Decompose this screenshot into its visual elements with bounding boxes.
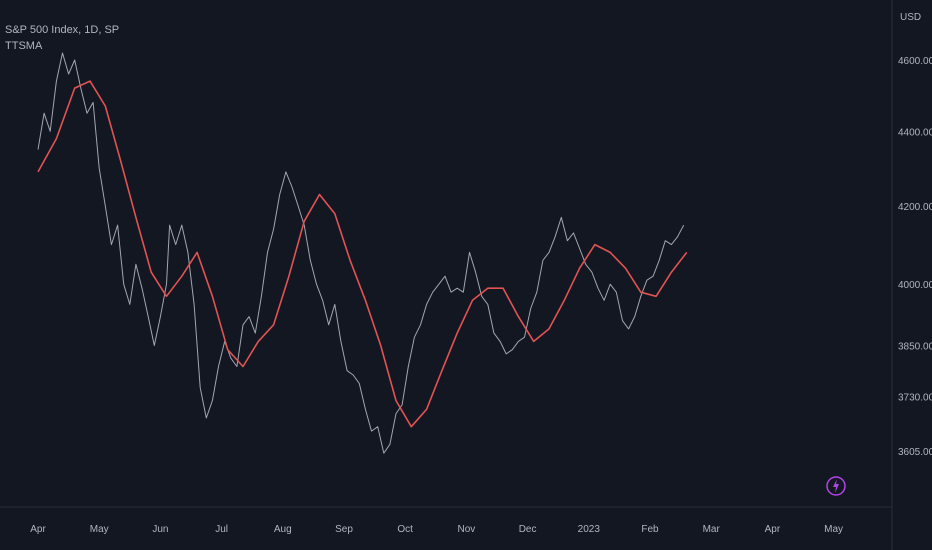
y-tick-label: 4600.00 [898, 56, 932, 67]
y-tick-label: 4400.00 [898, 127, 932, 138]
y-tick-label: 4200.00 [898, 202, 932, 213]
x-tick-label: Nov [458, 524, 476, 535]
x-tick-label: May [824, 524, 843, 535]
x-axis: Apr May Jun Jul Aug Sep Oct Nov Dec 2023 Feb Mar Apr… [30, 524, 843, 535]
x-tick-label: Jul [215, 524, 228, 535]
price-line [37, 52, 685, 454]
x-tick-label: Apr [765, 524, 781, 535]
y-tick-label: 4000.00 [898, 280, 932, 291]
y-tick-label: 3850.00 [898, 342, 932, 353]
x-tick-label: Feb [641, 524, 659, 535]
indicator-name[interactable]: TTSMA [5, 40, 43, 52]
x-tick-label: Aug [274, 524, 292, 535]
x-tick-label: Sep [335, 524, 353, 535]
series-layer [37, 52, 688, 454]
x-tick-label: Apr [30, 524, 46, 535]
y-axis: 4600.00 4400.00 4200.00 4000.00 3850.00 3730.… [898, 56, 932, 458]
x-tick-label: Jun [152, 524, 168, 535]
lightning-button[interactable] [826, 472, 846, 498]
chart-legend: S&P 500 Index, 1D, SP TTSMA [5, 22, 119, 54]
lightning-icon [826, 476, 846, 496]
moving-average-line [37, 80, 688, 428]
x-tick-label: Dec [519, 524, 537, 535]
y-tick-label: 3730.00 [898, 392, 932, 403]
y-tick-label: 3605.00 [898, 447, 932, 458]
x-tick-label: 2023 [578, 524, 601, 535]
currency-label: USD [900, 12, 922, 23]
x-tick-label: May [90, 524, 109, 535]
x-tick-label: Oct [397, 524, 413, 535]
symbol-title[interactable]: S&P 500 Index, 1D, SP [5, 24, 120, 36]
x-tick-label: Mar [703, 524, 721, 535]
